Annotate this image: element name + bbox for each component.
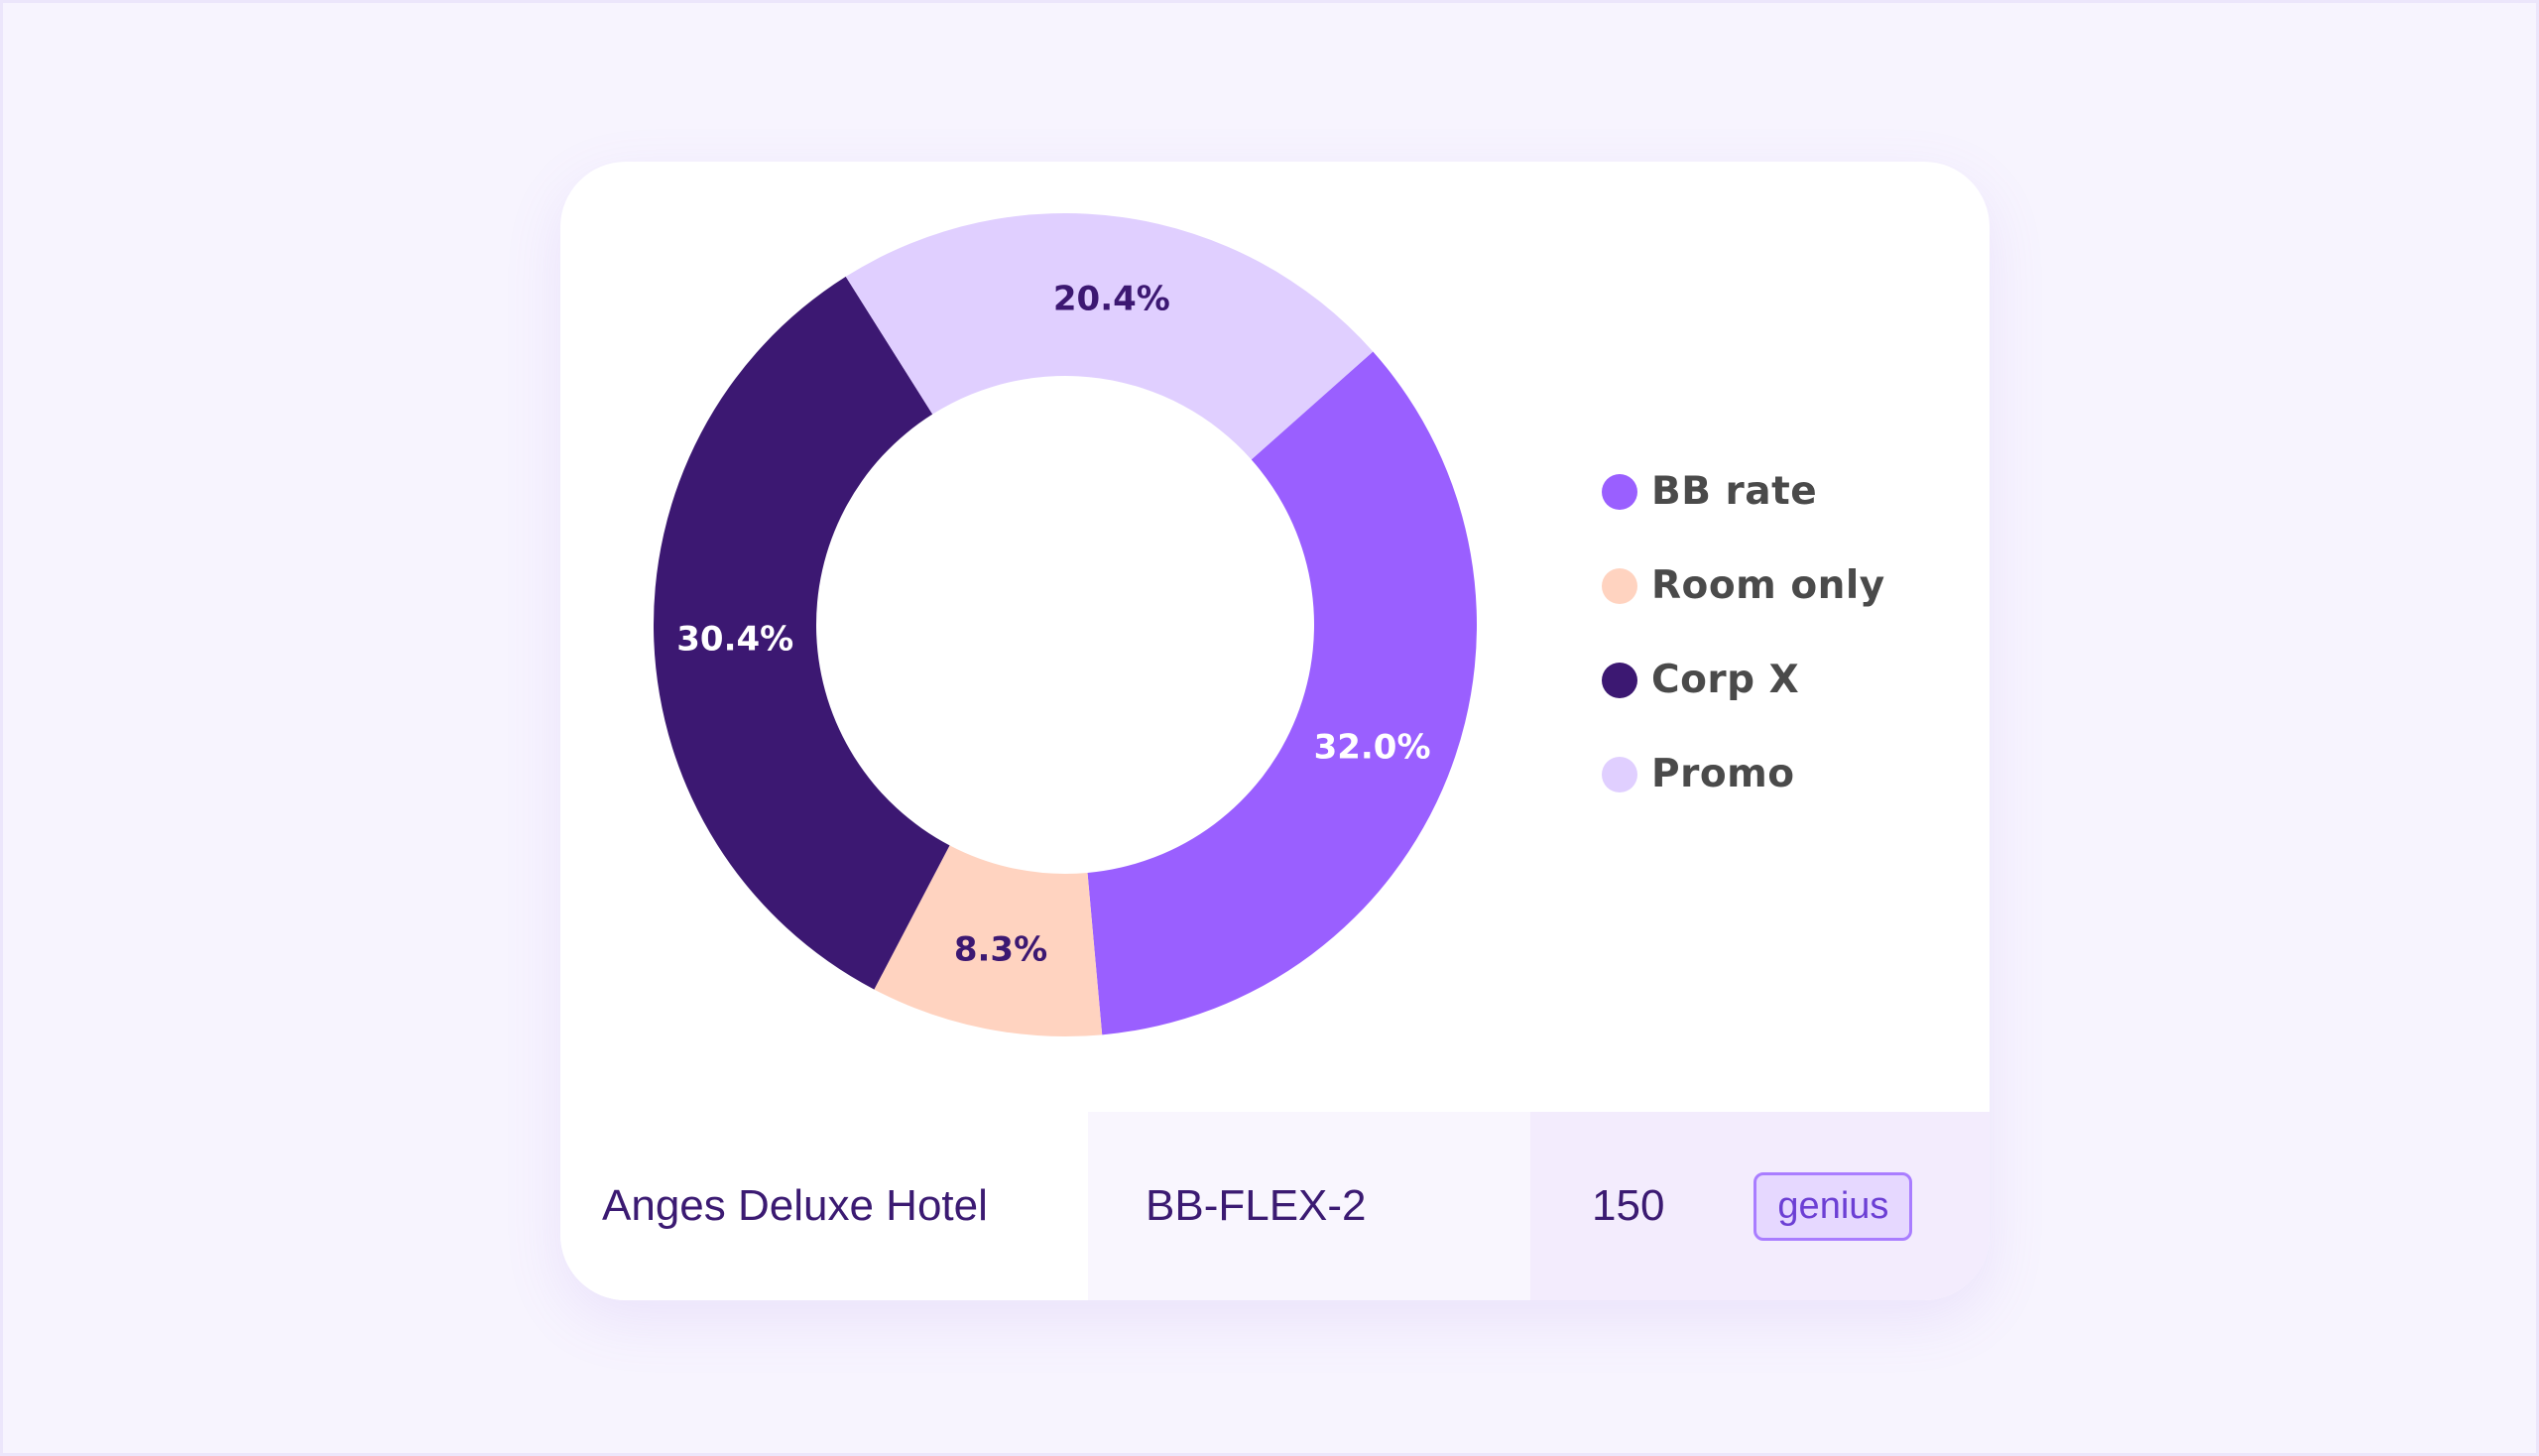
price-cell: 150 genius	[1530, 1112, 1990, 1300]
legend-label: Corp X	[1651, 658, 1800, 702]
chart-card: 32.0% 8.3% 30.4% 20.4% BB rate Room only Co…	[560, 162, 1990, 1300]
legend-swatch	[1602, 662, 1637, 698]
legend-swatch	[1602, 756, 1637, 792]
legend-swatch	[1602, 473, 1637, 510]
rate-code: BB-FLEX-2	[1088, 1112, 1530, 1300]
legend-label: Promo	[1651, 752, 1795, 796]
legend-label: BB rate	[1651, 469, 1818, 514]
legend: BB rate Room only Corp X Promo	[1602, 444, 1885, 821]
slice-label-promo: 20.4%	[1053, 279, 1170, 318]
table-row[interactable]: Anges Deluxe Hotel BB-FLEX-2 150 genius	[560, 1112, 1990, 1300]
legend-item-room-only[interactable]: Room only	[1602, 539, 1885, 633]
legend-item-bb-rate[interactable]: BB rate	[1602, 444, 1885, 539]
slice-room-only[interactable]	[874, 845, 1103, 1036]
legend-item-corp-x[interactable]: Corp X	[1602, 633, 1885, 727]
price: 150	[1592, 1181, 1665, 1230]
legend-swatch	[1602, 567, 1637, 604]
legend-label: Room only	[1651, 563, 1885, 608]
legend-item-promo[interactable]: Promo	[1602, 727, 1885, 821]
donut-chart: 32.0% 8.3% 30.4% 20.4%	[654, 213, 1477, 1036]
slice-bb-rate[interactable]	[1087, 351, 1477, 1035]
slice-label-bb-rate: 32.0%	[1314, 728, 1431, 768]
slice-label-corp-x: 30.4%	[676, 619, 793, 659]
slice-label-room-only: 8.3%	[954, 930, 1047, 970]
slice-corp-x[interactable]	[654, 276, 950, 990]
slice-promo[interactable]	[845, 213, 1374, 460]
tag-badge: genius	[1753, 1171, 1913, 1241]
hotel-name: Anges Deluxe Hotel	[560, 1112, 1088, 1300]
